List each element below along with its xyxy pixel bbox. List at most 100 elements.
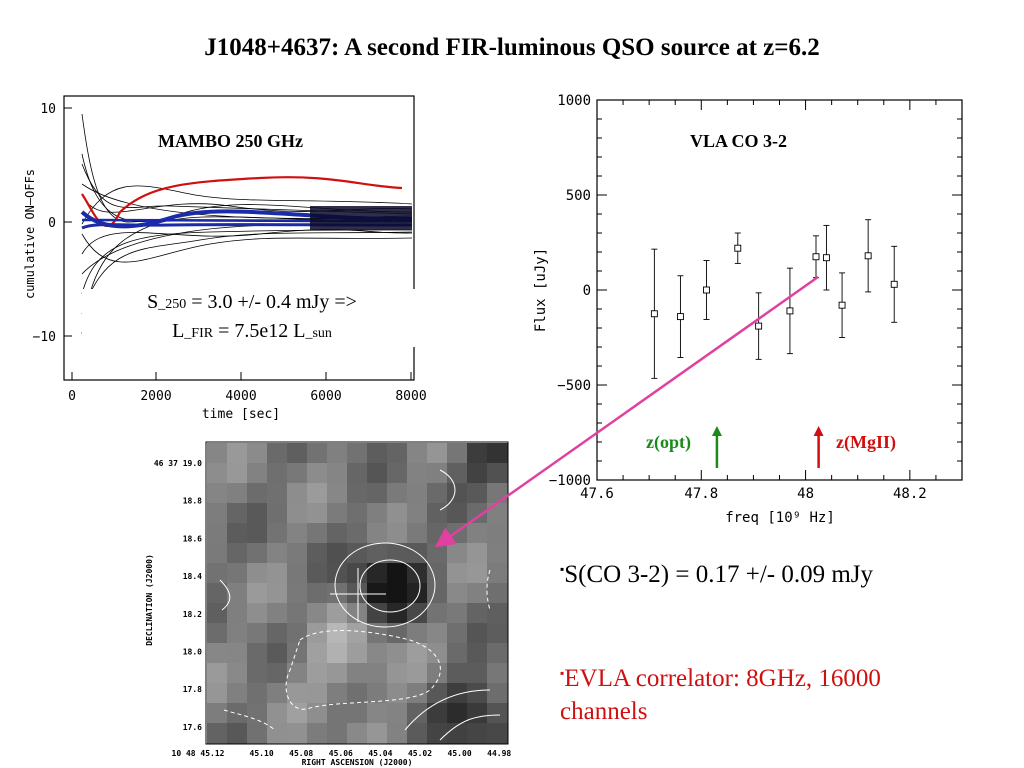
map-pixel (287, 463, 308, 484)
map-pixel (447, 723, 468, 744)
vla-xtick-label: 47.6 (580, 486, 614, 502)
map-pixel (327, 703, 348, 724)
map-pixel (327, 503, 348, 524)
vla-data-point (650, 310, 658, 318)
map-pixel (267, 563, 288, 584)
map-pixel (447, 663, 468, 684)
map-pixel (247, 623, 268, 644)
map-pixel (487, 563, 508, 584)
map-pixel (367, 563, 388, 584)
map-pixel (347, 543, 368, 564)
map-ytick-label: 17.6 (183, 723, 202, 732)
bullet-co-flux: ▪S(CO 3-2) = 0.17 +/- 0.09 mJy (560, 561, 874, 588)
map-pixel (307, 543, 328, 564)
map-pixel (447, 503, 468, 524)
map-pixel (467, 623, 488, 644)
map-pixel (427, 483, 448, 504)
map-pixel (287, 503, 308, 524)
vla-data-point (676, 313, 684, 321)
map-xlabel: RIGHT ASCENSION (J2000) (302, 758, 413, 767)
map-pixel (287, 483, 308, 504)
map-pixel (307, 523, 328, 544)
vla-data-point (890, 280, 898, 288)
map-pixel (487, 603, 508, 624)
map-pixel (447, 603, 468, 624)
map-pixel (347, 623, 368, 644)
vla-ytick-label: 500 (566, 188, 591, 204)
map-pixel (367, 523, 388, 544)
map-pixel (207, 583, 228, 604)
map-pixel (467, 443, 488, 464)
map-pixel (447, 623, 468, 644)
map-pixel (447, 703, 468, 724)
map-pixel (267, 703, 288, 724)
map-pixel (327, 483, 348, 504)
map-ytick-label: 46 37 19.0 (154, 459, 202, 468)
map-pixel (387, 543, 408, 564)
map-pixel (227, 583, 248, 604)
map-pixel (487, 483, 508, 504)
map-pixel (307, 603, 328, 624)
map-pixel (207, 503, 228, 524)
mambo-ytick: −10 (33, 330, 56, 345)
map-pixel (347, 463, 368, 484)
map-pixel (267, 523, 288, 544)
map-ytick-label: 17.8 (183, 685, 202, 694)
map-pixel (467, 523, 488, 544)
s250-line-1: S_250 = 3.0 +/- 0.4 mJy => (147, 291, 357, 313)
map-pixel (287, 543, 308, 564)
map-pixel (487, 443, 508, 464)
map-pixel (387, 503, 408, 524)
map-pixel (487, 723, 508, 744)
vla-data-point (864, 252, 872, 260)
map-pixel (447, 523, 468, 544)
map-pixel (307, 623, 328, 644)
map-pixel (267, 463, 288, 484)
map-pixel (387, 463, 408, 484)
mambo-xtick: 2000 (140, 389, 171, 404)
map-pixel (427, 443, 448, 464)
map-pixel (227, 703, 248, 724)
map-pixel (287, 723, 308, 744)
map-pixel (487, 683, 508, 704)
map-ylabel: DECLINATION (J2000) (145, 554, 154, 646)
map-pixel (447, 543, 468, 564)
map-pixel (387, 663, 408, 684)
map-ytick-label: 18.4 (183, 572, 202, 581)
map-pixel (467, 683, 488, 704)
map-pixel (307, 483, 328, 504)
map-pixel (227, 503, 248, 524)
map-pixel (227, 683, 248, 704)
map-pixel (247, 483, 268, 504)
vla-title: VLA CO 3-2 (690, 131, 788, 151)
map-pixel (407, 503, 428, 524)
map-pixel (227, 663, 248, 684)
map-pixel (387, 563, 408, 584)
map-pixel (247, 723, 268, 744)
map-pixel (487, 703, 508, 724)
vla-data-point (703, 286, 710, 294)
map-pixel (427, 663, 448, 684)
map-pixel (367, 443, 388, 464)
map-pixel (227, 443, 248, 464)
map-pixel (367, 683, 388, 704)
map-pixel (447, 463, 468, 484)
map-pixel (447, 583, 468, 604)
map-pixel (347, 683, 368, 704)
map-pixel (487, 643, 508, 664)
map-pixel (467, 643, 488, 664)
map-pixel (307, 683, 328, 704)
map-pixel (467, 503, 488, 524)
map-pixel (367, 483, 388, 504)
map-pixel (347, 443, 368, 464)
map-pixel (367, 463, 388, 484)
map-pixel (487, 663, 508, 684)
z-opt-label: z(opt) (646, 432, 691, 452)
map-pixel (387, 643, 408, 664)
map-pixel (447, 443, 468, 464)
map-pixel (307, 663, 328, 684)
map-pixel (387, 443, 408, 464)
map-pixel (427, 563, 448, 584)
map-pixel (267, 603, 288, 624)
map-pixel (207, 523, 228, 544)
